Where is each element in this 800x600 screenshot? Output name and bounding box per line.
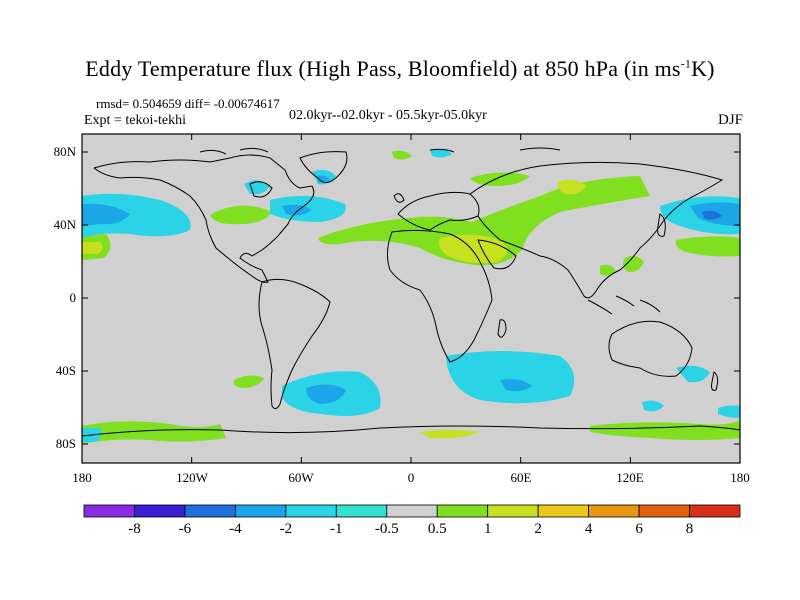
lat-label-40n: 40N bbox=[53, 217, 76, 232]
coastline bbox=[249, 181, 273, 198]
coastline bbox=[469, 161, 724, 299]
colorbar-label: 0.5 bbox=[427, 521, 447, 537]
anomaly-region bbox=[446, 351, 575, 404]
colorbar bbox=[83, 504, 741, 518]
anomaly-region bbox=[500, 378, 532, 392]
anomaly-region bbox=[82, 203, 130, 226]
anomaly-region bbox=[430, 148, 452, 158]
lat-label-80s: 80S bbox=[55, 436, 76, 451]
lon-label-60e: 60E bbox=[510, 470, 532, 485]
coastline bbox=[608, 320, 693, 377]
title-main: Eddy Temperature flux (High Pass, Bloomf… bbox=[85, 56, 681, 81]
anomaly-region bbox=[82, 421, 226, 444]
coastline bbox=[93, 154, 315, 283]
colorbar-label: 8 bbox=[685, 521, 694, 537]
coastline bbox=[199, 147, 561, 155]
lat-label-40s: 40S bbox=[55, 363, 76, 378]
colorbar-swatch bbox=[386, 504, 438, 518]
season-label: DJF bbox=[717, 112, 743, 128]
coastline bbox=[393, 193, 405, 203]
colorbar-label: 6 bbox=[635, 521, 643, 537]
anomaly-region bbox=[233, 375, 264, 388]
lon-label-180e: 180 bbox=[730, 470, 750, 485]
colorbar-swatch bbox=[184, 504, 236, 518]
title-end: K) bbox=[691, 56, 715, 81]
lon-label-180w: 180 bbox=[72, 470, 92, 485]
coastlines bbox=[82, 147, 740, 437]
anomaly-region bbox=[590, 420, 740, 440]
map-title: Eddy Temperature flux (High Pass, Bloomf… bbox=[0, 56, 800, 82]
coastline bbox=[386, 229, 493, 363]
colorbar-swatch bbox=[83, 504, 135, 518]
period-label: 02.0kyr--02.0kyr - 05.5kyr-05.0kyr bbox=[289, 108, 487, 123]
colorbar-swatch bbox=[436, 504, 489, 518]
colorbar-swatch bbox=[285, 504, 337, 518]
anomaly-region bbox=[470, 172, 530, 186]
coastline bbox=[497, 319, 507, 338]
colorbar-swatch bbox=[234, 504, 287, 518]
coastline bbox=[587, 295, 661, 315]
stats-label: rmsd= 0.504659 diff= -0.00674617 bbox=[96, 96, 280, 111]
colorbar-swatch bbox=[588, 504, 640, 518]
colorbar-label: -4 bbox=[229, 521, 242, 537]
axis-ticks bbox=[81, 134, 741, 463]
colorbar-label: 4 bbox=[584, 521, 593, 537]
anomaly-region bbox=[676, 365, 710, 383]
colorbar-label: -1 bbox=[330, 521, 343, 537]
lat-label-0: 0 bbox=[69, 290, 77, 305]
anomaly-region bbox=[82, 242, 103, 254]
lon-label-0: 0 bbox=[407, 470, 415, 485]
colorbar-swatch bbox=[537, 504, 590, 518]
colorbar-label: -8 bbox=[128, 521, 141, 537]
colorbar-swatch bbox=[638, 504, 690, 518]
colorbar-swatch bbox=[487, 504, 539, 518]
colorbar-label: -2 bbox=[279, 521, 293, 537]
anomaly-region bbox=[600, 264, 616, 276]
colorbar-swatch bbox=[689, 504, 741, 518]
coastline bbox=[299, 151, 348, 183]
coastline bbox=[657, 213, 666, 237]
anomaly-region bbox=[210, 205, 272, 225]
colorbar-label: 2 bbox=[534, 521, 542, 537]
anomaly-fields bbox=[82, 148, 740, 444]
anomaly-region bbox=[675, 236, 740, 257]
colorbar-swatch bbox=[134, 504, 186, 518]
anomaly-region bbox=[318, 176, 650, 266]
anomaly-region bbox=[642, 400, 664, 412]
anomaly-region bbox=[702, 210, 722, 220]
colorbar-label: -6 bbox=[178, 521, 192, 537]
anomaly-region bbox=[392, 150, 412, 160]
title-superscript: -1 bbox=[680, 56, 692, 71]
colorbar-swatch bbox=[335, 504, 388, 518]
coastline bbox=[711, 371, 719, 391]
anomaly-region bbox=[623, 255, 644, 273]
coastline bbox=[258, 278, 331, 410]
anomaly-region bbox=[82, 193, 191, 238]
colorbar-label: -0.5 bbox=[374, 521, 399, 537]
anomaly-region bbox=[420, 430, 480, 439]
coastline bbox=[82, 425, 740, 437]
anomaly-region bbox=[282, 204, 312, 216]
lon-label-60w: 60W bbox=[288, 470, 314, 485]
lon-label-120e: 120E bbox=[616, 470, 644, 485]
experiment-label: Expt = tekoi-tekhi bbox=[84, 113, 186, 128]
lon-label-120w: 120W bbox=[176, 470, 208, 485]
coastline bbox=[477, 239, 517, 270]
anomaly-region bbox=[557, 179, 586, 195]
anomaly-region bbox=[306, 384, 346, 404]
lat-label-80n: 80N bbox=[53, 144, 76, 159]
colorbar-label: 1 bbox=[483, 521, 492, 537]
anomaly-region bbox=[718, 405, 740, 418]
